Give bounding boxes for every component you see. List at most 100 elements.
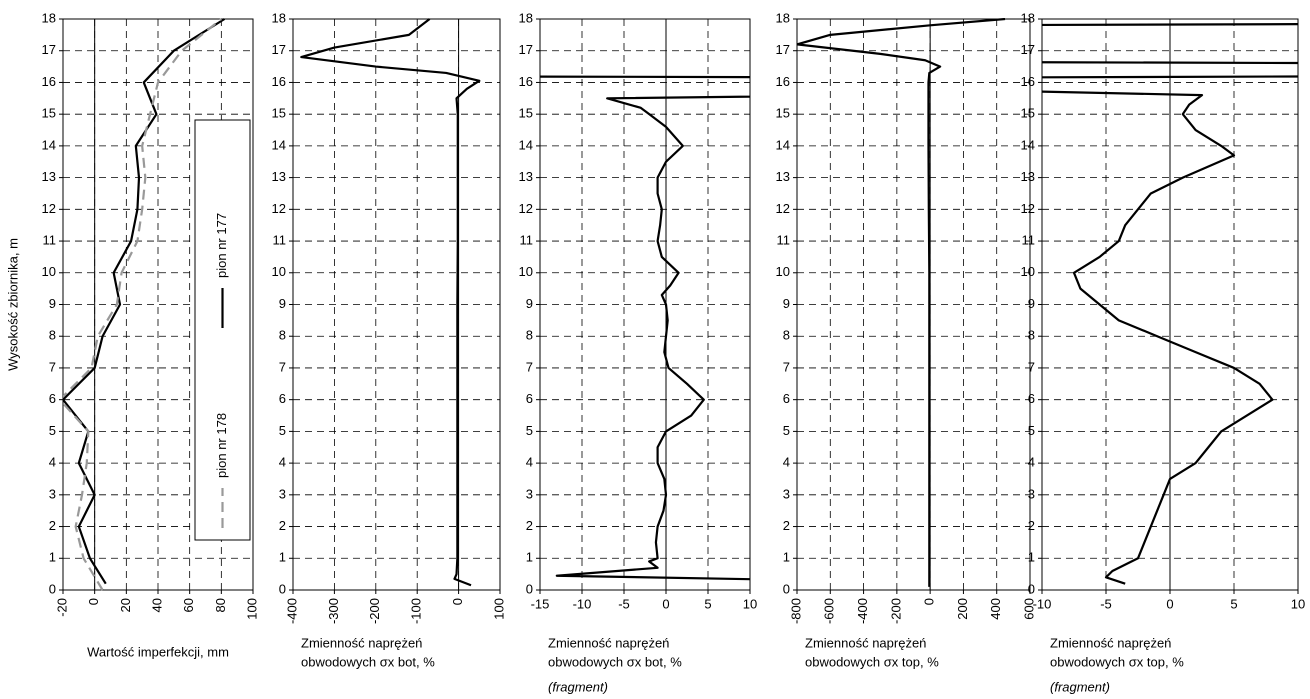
y-tick-label: 16: [272, 74, 286, 89]
y-tick-label: 14: [776, 137, 790, 152]
legend: pion nr 178 pion nr 177: [214, 213, 229, 528]
x-tick-label: -400: [284, 598, 299, 624]
plot-frame: [292, 18, 501, 591]
x-tick-label: 5: [1230, 596, 1237, 611]
y-tick-label: 13: [776, 169, 790, 184]
x-tick-label: 5: [704, 596, 711, 611]
y-tick-label: 9: [1028, 296, 1035, 311]
x-axis-label: obwodowych σx top, %: [805, 654, 939, 669]
y-tick-label: 10: [519, 264, 533, 279]
y-tick-label: 12: [1021, 201, 1035, 216]
y-tick-label: 1: [783, 550, 790, 565]
y-tick-label: 4: [526, 455, 533, 470]
y-tick-label: 4: [1028, 455, 1035, 470]
y-tick-label: 1: [1028, 550, 1035, 565]
x-tick-label: -10: [573, 596, 592, 611]
x-tick-label: -5: [618, 596, 630, 611]
y-tick-label: 10: [776, 264, 790, 279]
y-tick-label: 6: [279, 391, 286, 406]
x-tick-label: -20: [54, 598, 69, 617]
y-tick-label: 14: [42, 137, 56, 152]
y-tick-label: 5: [1028, 423, 1035, 438]
x-axis-label: Wartość imperfekcji, mm: [87, 644, 229, 659]
x-tick-label: 0: [662, 596, 669, 611]
y-tick-label: 15: [776, 106, 790, 121]
y-tick-label: 8: [49, 328, 56, 343]
x-axis-label: obwodowych σx bot, %: [301, 654, 435, 669]
y-tick-label: 18: [1021, 10, 1035, 25]
y-tick-label: 2: [526, 518, 533, 533]
y-tick-label: 5: [279, 423, 286, 438]
y-tick-label: 8: [1028, 328, 1035, 343]
y-tick-label: 16: [519, 74, 533, 89]
y-tick-label: 8: [783, 328, 790, 343]
y-tick-label: 6: [1028, 391, 1035, 406]
x-tick-label: 60: [181, 598, 196, 612]
y-tick-label: 13: [1021, 169, 1035, 184]
y-tick-label: 16: [42, 74, 56, 89]
y-tick-label: 10: [1021, 264, 1035, 279]
x-axis-label: obwodowych σx bot, %: [548, 654, 682, 669]
x-tick-label: 600: [1021, 598, 1036, 620]
y-tick-label: 6: [783, 391, 790, 406]
x-tick-label: 200: [955, 598, 970, 620]
y-tick-label: 18: [272, 10, 286, 25]
y-tick-label: 12: [272, 201, 286, 216]
y-tick-label: 9: [49, 296, 56, 311]
series-line: [300, 18, 481, 587]
plot-frame: [796, 18, 1031, 591]
y-tick-label: 15: [1021, 106, 1035, 121]
plot-frame: [1041, 18, 1299, 591]
y-tick-label: 2: [783, 518, 790, 533]
plot-frame: [62, 18, 254, 591]
y-tick-label: 9: [279, 296, 286, 311]
y-tick-label: 0: [279, 581, 286, 596]
y-tick-label: 10: [272, 264, 286, 279]
legend-box: [194, 119, 251, 541]
y-tick-label: 6: [49, 391, 56, 406]
x-tick-label: -5: [1100, 596, 1112, 611]
x-tick-label: -400: [855, 598, 870, 624]
y-tick-label: 7: [49, 359, 56, 374]
y-tick-label: 0: [783, 581, 790, 596]
x-tick-label: 100: [491, 598, 506, 620]
x-tick-label: 20: [118, 598, 133, 612]
y-tick-label: 0: [526, 581, 533, 596]
x-tick-label: -200: [367, 598, 382, 624]
series-line: [797, 18, 1006, 587]
y-tick-label: 7: [526, 359, 533, 374]
legend-label: pion nr 178: [214, 413, 229, 478]
y-tick-label: 3: [1028, 486, 1035, 501]
series-line: [63, 18, 223, 591]
y-tick-label: 11: [273, 232, 287, 247]
y-tick-label: 9: [526, 296, 533, 311]
y-tick-label: 1: [279, 550, 286, 565]
y-tick-label: 13: [272, 169, 286, 184]
x-tick-label: -15: [531, 596, 550, 611]
y-tick-label: 9: [783, 296, 790, 311]
y-tick-label: 18: [42, 10, 56, 25]
y-tick-label: 13: [42, 169, 56, 184]
y-tick-label: 8: [279, 328, 286, 343]
y-axis-label: Wysokość zbiornika, m: [5, 238, 20, 371]
x-axis-label: Zmienność naprężeń: [301, 635, 422, 650]
plot-frame: [539, 18, 751, 591]
y-tick-label: 14: [1021, 137, 1035, 152]
y-tick-label: 17: [272, 42, 286, 57]
x-tick-label: -800: [788, 598, 803, 624]
x-tick-label: -600: [822, 598, 837, 624]
x-tick-label: 100: [244, 598, 259, 620]
x-tick-label: 10: [743, 596, 757, 611]
note: (fragment): [548, 679, 608, 694]
x-tick-label: 80: [213, 598, 228, 612]
y-tick-label: 13: [519, 169, 533, 184]
y-tick-label: 7: [1028, 359, 1035, 374]
note: (fragment): [1050, 679, 1110, 694]
y-tick-label: 12: [42, 201, 56, 216]
x-axis-label: Zmienność naprężeń: [1050, 635, 1171, 650]
y-tick-label: 2: [49, 518, 56, 533]
y-tick-label: 7: [783, 359, 790, 374]
y-tick-label: 0: [1028, 581, 1035, 596]
series-line: [63, 18, 226, 585]
